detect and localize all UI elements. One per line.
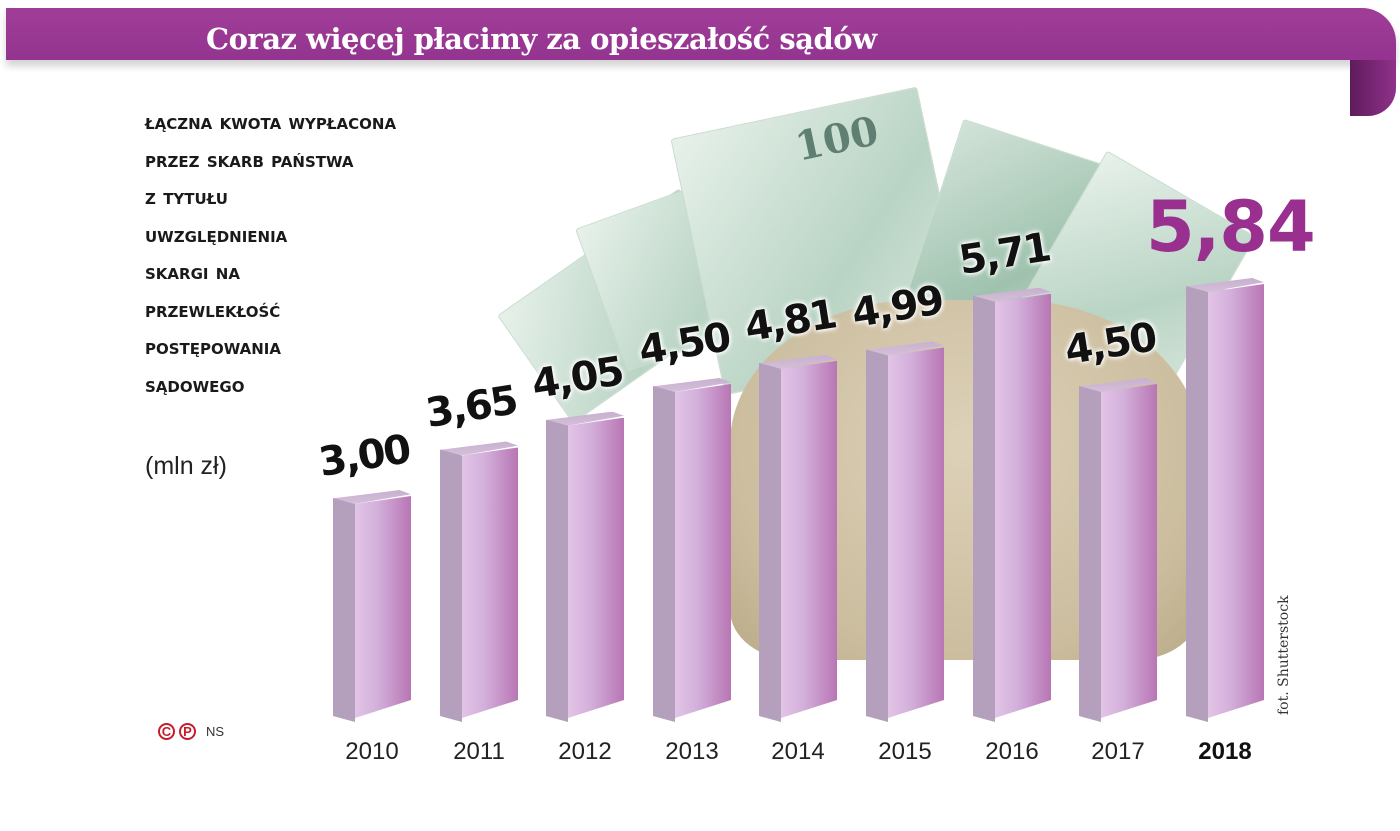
subtitle-line: uwzględnienia (145, 222, 288, 247)
value-label: 5,84 (1146, 186, 1316, 268)
bar-side-face (1079, 386, 1101, 722)
bar-side-face (653, 386, 675, 722)
bar-front-face (888, 347, 944, 718)
bar-front-face (781, 361, 837, 718)
bar-front-face (995, 294, 1051, 718)
author-initials: NS (206, 724, 225, 739)
unit-label: (mln zł) (145, 452, 227, 480)
subtitle-line: przewlekłość (145, 297, 281, 322)
bar-side-face (866, 349, 888, 722)
bar-side-face (973, 296, 995, 722)
subtitle-line: Łączna kwota wypłacona (145, 110, 397, 134)
subtitle-line: postępowania (145, 335, 281, 359)
bar-side-face (440, 449, 462, 722)
bar-front-face (1101, 384, 1157, 718)
bar-front-face (568, 418, 624, 718)
bar-side-face (546, 420, 568, 722)
bar-front-face (462, 447, 518, 718)
copyright-p-icon: P (179, 723, 196, 740)
bar-front-face (1208, 284, 1264, 718)
chart-subtitle: Łączna kwota wypłacona przez Skarb Państ… (145, 104, 396, 404)
subtitle-line: skargi na (145, 260, 240, 284)
value-label: 3,00 (315, 426, 413, 486)
year-label: 2010 (345, 738, 399, 765)
year-label: 2018 (1198, 738, 1252, 765)
banner-curl (1350, 60, 1396, 116)
subtitle-line: przez Skarb Państwa (145, 147, 354, 172)
bar-side-face (759, 363, 781, 722)
year-label: 2013 (665, 738, 719, 765)
year-label: 2017 (1091, 738, 1145, 765)
copyright-logo: C P NS (158, 723, 224, 740)
year-label: 2011 (453, 738, 505, 765)
subtitle-line: z tytułu (145, 185, 228, 209)
copyright-c-icon: C (158, 723, 175, 740)
bar-side-face (333, 498, 355, 722)
subtitle-line: sądowego (145, 372, 245, 397)
year-label: 2015 (878, 738, 932, 765)
chart-title: Coraz więcej płacimy za opieszałość sądó… (206, 22, 877, 56)
bar-side-face (1186, 286, 1208, 722)
bar-front-face (675, 384, 731, 718)
year-label: 2016 (985, 738, 1039, 765)
year-label: 2012 (558, 738, 612, 765)
photo-credit: fot. Shutterstock (1276, 595, 1292, 715)
year-label: 2014 (771, 738, 825, 765)
bar-front-face (355, 496, 411, 718)
title-banner: Coraz więcej płacimy za opieszałość sądó… (6, 8, 1396, 60)
